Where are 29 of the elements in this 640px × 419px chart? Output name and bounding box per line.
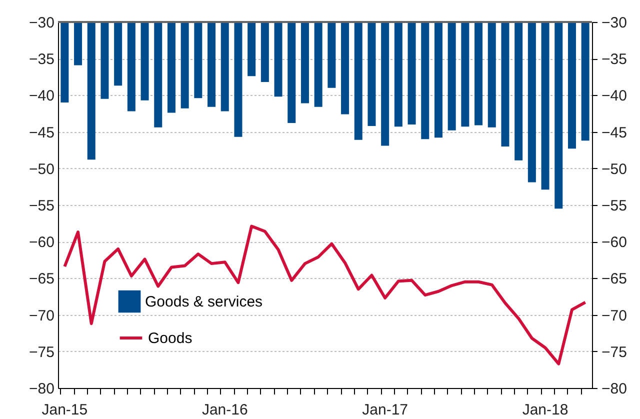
y-tick-label: −30 (29, 14, 54, 32)
y2-tick-label: −40 (602, 88, 627, 105)
y2-tick-label: −70 (602, 307, 627, 324)
y2-tick-label: −50 (602, 160, 627, 178)
y-tick-label: −70 (29, 307, 54, 324)
y2-tick-label: −75 (602, 344, 627, 361)
y-tick-label: −35 (29, 51, 54, 68)
y2-tick-label: −45 (602, 124, 627, 142)
y-tick-label: −75 (29, 344, 54, 361)
y-tick-label: −60 (29, 234, 54, 252)
y2-tick-label: −65 (602, 270, 627, 288)
y-tick-label: −45 (29, 124, 54, 142)
y2-tick-label: −55 (602, 198, 627, 214)
y2-tick-label: −80 (602, 380, 627, 398)
y2-tick-label: −35 (602, 51, 627, 68)
legend-label: Goods & services (145, 294, 263, 310)
x-tick-label: Jan-17 (362, 402, 408, 418)
y-tick-label: −50 (29, 160, 54, 178)
y-tick-label: −55 (29, 198, 54, 214)
y-tick-label: −40 (29, 88, 54, 105)
y-tick-label: −65 (29, 270, 54, 288)
x-tick-label: Jan-18 (522, 402, 568, 418)
y2-tick-label: −60 (602, 234, 627, 252)
x-tick-label: Jan-16 (202, 402, 248, 418)
line-series (63, 224, 587, 366)
x-tick-label: Jan-15 (42, 402, 88, 418)
y2-tick-label: −30 (602, 14, 627, 32)
y-tick-label: −80 (29, 380, 54, 398)
legend-label: Goods (148, 330, 192, 347)
